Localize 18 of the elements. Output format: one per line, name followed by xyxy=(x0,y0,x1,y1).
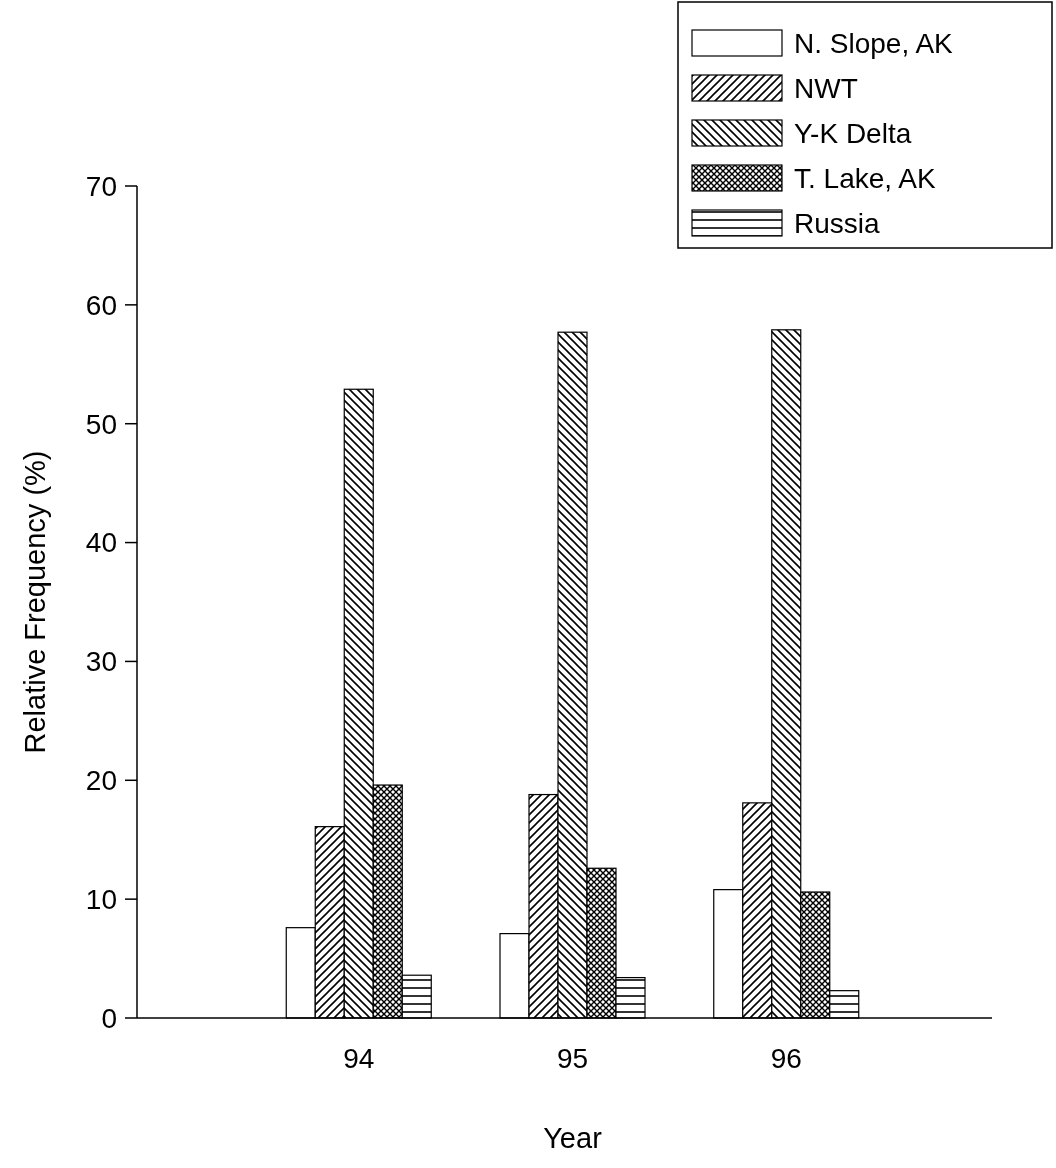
y-axis-title: Relative Frequency (%) xyxy=(19,450,51,754)
x-tick-label: 96 xyxy=(770,1043,802,1074)
x-tick-label: 94 xyxy=(343,1043,375,1074)
y-tick-label: 60 xyxy=(85,289,117,321)
y-tick-label: 30 xyxy=(85,646,117,678)
y-tick-label: 20 xyxy=(85,765,117,797)
y-tick-label: 0 xyxy=(101,1002,117,1034)
legend-label: T. Lake, AK xyxy=(794,162,936,194)
y-tick-label: 40 xyxy=(85,527,117,559)
legend-label: Y-K Delta xyxy=(794,117,912,149)
x-axis-title: Year xyxy=(543,1122,603,1154)
legend-label: Russia xyxy=(794,207,881,239)
legend-label: N. Slope, AK xyxy=(794,27,954,59)
legend-label: NWT xyxy=(794,72,858,104)
y-tick-label: 70 xyxy=(85,170,117,202)
y-tick-label: 10 xyxy=(85,883,117,915)
x-tick-label: 95 xyxy=(556,1043,589,1074)
y-tick-label: 50 xyxy=(85,408,117,440)
